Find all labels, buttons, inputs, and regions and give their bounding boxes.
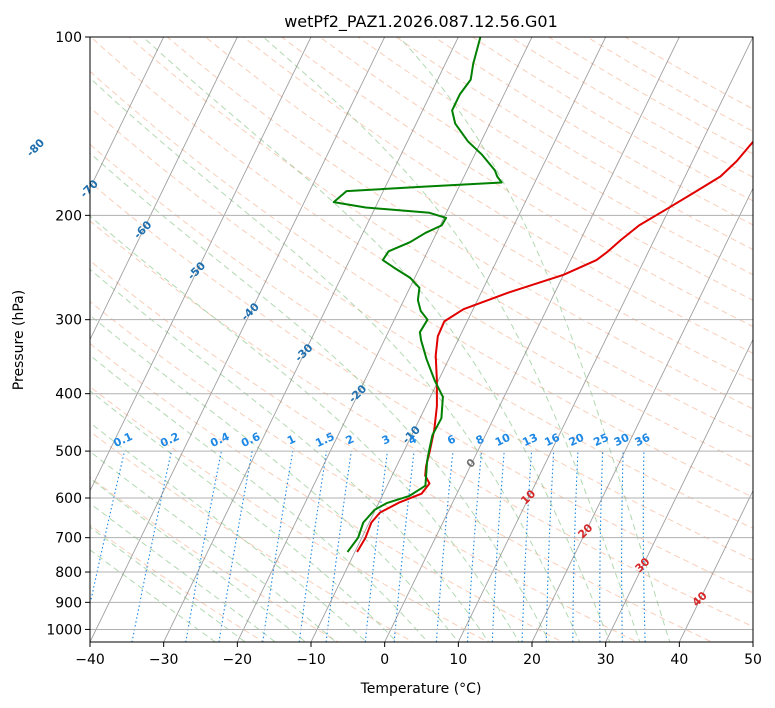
isotherm	[90, 37, 312, 492]
isotherm	[90, 37, 165, 190]
dry-adiabat	[90, 343, 564, 642]
isotherm	[163, 37, 459, 642]
y-tick-label: 100	[55, 30, 82, 46]
y-axis-title: Pressure (hPa)	[11, 290, 27, 390]
y-tick-label: 200	[55, 208, 82, 224]
dry-adiabat	[509, 37, 753, 178]
isotherm	[678, 489, 753, 642]
x-tick-label: 20	[523, 652, 541, 668]
y-tick-label: 400	[55, 387, 82, 403]
dewpoint-line	[332, 37, 503, 553]
y-tick-label: 700	[55, 531, 82, 547]
y-tick-label: 600	[55, 491, 82, 507]
dry-adiabat	[471, 37, 753, 202]
profile-lines	[332, 37, 753, 553]
x-tick-label: 40	[670, 652, 688, 668]
dry-adiabat	[128, 37, 753, 439]
moist-adiabat	[90, 314, 459, 642]
dry-adiabat	[90, 260, 713, 642]
dry-adiabat	[90, 300, 639, 642]
moist-adiabat	[90, 477, 307, 642]
y-tick-label: 1000	[46, 622, 82, 638]
isotherm	[531, 187, 753, 642]
mixing-ratio-label: 10	[493, 431, 513, 449]
x-tick-label: −10	[296, 652, 326, 668]
dry-adiabat	[90, 106, 753, 529]
moist-adiabat	[90, 152, 551, 642]
x-tick-label: 50	[744, 652, 762, 668]
moist-adiabat	[90, 502, 277, 642]
y-tick-label: 500	[55, 444, 82, 460]
moist-adiabat	[90, 268, 490, 642]
axes: −40 −30 −20 −10 0 10 20 30 40 50 100 200 300 400 500 60…	[46, 30, 762, 668]
x-tick-label: 30	[597, 652, 615, 668]
mixing-ratio-label: 13	[520, 431, 539, 449]
mixing-ratio-label: 25	[591, 431, 610, 449]
dry-adiabat	[90, 70, 753, 498]
dry-adiabat	[166, 37, 753, 410]
mixing-ratio-label: 30	[612, 431, 632, 449]
moist-adiabat	[90, 390, 398, 642]
mixing-ratio-label: 16	[543, 431, 563, 449]
x-tick-label: −40	[75, 652, 105, 668]
dry-adiabat	[433, 37, 753, 226]
isotherm	[457, 37, 753, 642]
isotherm	[605, 338, 753, 642]
isotherm	[90, 37, 238, 341]
y-tick-label: 900	[55, 595, 82, 611]
isotherm	[236, 37, 533, 642]
dry-adiabat	[90, 37, 753, 468]
isotherm	[310, 37, 607, 642]
y-tick-label: 300	[55, 313, 82, 329]
moist-adiabat	[142, 37, 611, 642]
dry-adiabat	[90, 476, 340, 642]
mixing-ratio-label: 20	[567, 431, 587, 449]
pressure-gridlines	[90, 37, 753, 630]
moist-adiabat	[90, 421, 368, 642]
y-tick-label: 800	[55, 565, 82, 581]
moist-adiabat	[90, 526, 246, 642]
dry-adiabat	[90, 181, 753, 594]
dry-adiabat	[90, 143, 753, 561]
temperature-line	[356, 140, 753, 553]
x-tick-label: 10	[449, 652, 467, 668]
x-axis-title: Temperature (°C)	[360, 681, 482, 697]
dry-adiabat	[90, 220, 753, 628]
x-tick-label: −30	[149, 652, 179, 668]
moist-adiabat	[90, 549, 217, 642]
x-tick-label: 0	[380, 652, 389, 668]
moist-adiabat	[90, 354, 429, 642]
moist-adiabat	[398, 37, 671, 642]
x-tick-label: −20	[223, 652, 253, 668]
mixing-ratio-label: 36	[633, 431, 653, 449]
isotherm	[384, 37, 680, 642]
moist-adiabat	[90, 450, 337, 642]
isotherm	[90, 37, 386, 642]
dry-adiabat	[395, 37, 753, 251]
dry-adiabat	[90, 524, 265, 642]
plot-frame	[89, 36, 754, 643]
chart-title: wetPf2_PAZ1.2026.087.12.56.G01	[284, 12, 558, 32]
